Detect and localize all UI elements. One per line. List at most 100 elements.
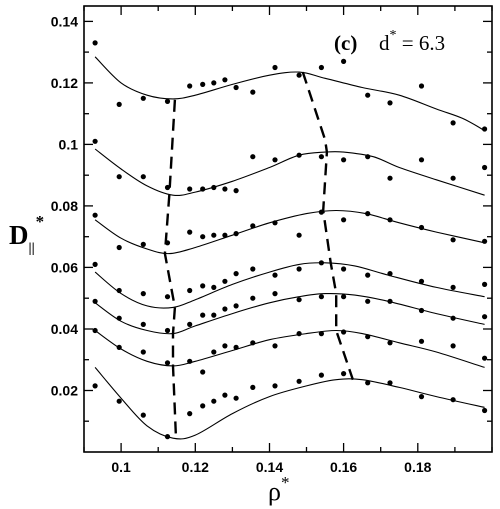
data-point-s3-9 [233,231,239,237]
data-point-s4-4 [164,294,171,300]
data-point-s4-3 [140,291,146,297]
data-point-s6-16 [387,340,393,346]
data-point-s6-4 [164,360,171,366]
data-point-s3-18 [450,237,456,243]
data-point-s3-5 [187,229,193,235]
dashed-guide-2 [301,71,355,381]
data-point-s7-6 [200,403,206,409]
data-point-s1-14 [341,58,347,64]
panel-label: (c) [334,31,357,55]
data-point-s4-1 [92,261,98,267]
data-point-s2-8 [222,186,228,192]
parameter-sup: * [390,28,397,43]
data-point-s1-9 [233,84,239,91]
data-point-s2-6 [200,186,206,192]
data-point-s7-1 [92,383,98,389]
data-point-s1-12 [296,72,302,78]
parameter-label: d* = 6.3 [379,28,445,55]
data-point-s7-12 [296,378,302,384]
data-point-s6-6 [200,369,206,375]
data-point-s2-9 [233,188,239,194]
x-tick-label: 0.12 [182,459,209,475]
data-point-s2-2 [116,174,122,180]
fit-curve-3 [94,209,485,255]
data-point-s4-19 [482,281,488,287]
data-point-s4-7 [211,284,217,290]
x-axis-label-base: ρ [268,477,281,506]
data-point-s4-12 [296,266,302,272]
data-point-s4-8 [222,278,228,284]
data-point-s1-15 [365,92,371,98]
data-point-s6-1 [92,327,98,334]
x-tick-label: 0.18 [404,459,431,475]
data-point-s3-1 [92,212,98,218]
data-point-s7-10 [250,384,256,390]
y-axis-label-base: D [9,220,29,250]
data-point-s7-17 [418,394,425,400]
data-point-s3-17 [418,224,425,231]
data-point-s6-12 [296,331,302,337]
y-axis-label-sub: || [29,241,35,256]
data-point-s3-7 [211,232,217,238]
data-point-s3-14 [341,217,347,223]
fit-curve-1 [94,56,485,132]
data-point-s6-18 [450,343,456,349]
plot-frame [83,5,493,453]
y-tick-label: 0.12 [51,75,78,91]
data-point-s1-10 [250,89,256,95]
data-point-s4-5 [187,287,193,294]
y-axis-label-sup: * [36,212,45,231]
data-point-s5-11 [272,291,278,297]
data-point-s5-6 [200,312,206,318]
data-point-s3-10 [250,223,256,229]
data-point-s3-19 [482,238,488,244]
data-point-s3-2 [116,244,122,251]
data-point-s4-16 [387,271,393,277]
data-point-s5-16 [387,298,393,304]
data-point-s4-15 [365,272,371,278]
data-point-s7-7 [211,398,217,404]
data-point-s6-9 [233,344,239,350]
axis-ticks: 0.1 0.12 0.14 0.16 0.18 0.02 0.04 0.06 0.08 0.1 0.… [51,6,493,475]
data-point-s5-10 [250,295,256,301]
data-point-s6-10 [250,340,256,346]
data-point-s1-17 [418,83,425,89]
data-point-s5-18 [450,315,456,321]
data-point-s4-6 [200,283,206,289]
x-tick-label: 0.16 [330,459,357,475]
y-tick-label: 0.02 [51,383,78,399]
data-point-s2-19 [482,164,488,171]
x-axis-label-sup: * [281,473,290,492]
data-point-s2-11 [272,157,278,163]
data-point-s2-10 [250,154,256,160]
data-point-s6-15 [365,334,371,340]
data-point-s5-15 [365,298,371,304]
data-point-s7-19 [482,407,488,414]
data-point-s5-14 [341,294,347,300]
data-point-s6-3 [140,349,146,355]
data-point-s6-5 [187,358,193,364]
data-point-s2-7 [211,184,217,191]
parameter-value: = 6.3 [397,31,446,55]
data-point-s5-12 [296,297,302,303]
fit-curve-7 [94,367,485,440]
data-point-s1-6 [200,81,206,87]
data-point-s5-19 [482,314,488,320]
y-tick-label: 0.06 [51,259,78,275]
data-point-s2-18 [450,175,456,181]
data-point-s4-17 [418,278,425,284]
data-point-s2-12 [296,152,302,158]
data-point-s5-13 [318,294,324,300]
fit-curve-5 [94,292,485,335]
data-point-s2-1 [92,138,98,144]
data-point-s3-16 [387,217,393,223]
data-point-s4-9 [233,271,239,277]
data-point-s2-5 [187,186,193,192]
data-point-s7-5 [187,411,193,417]
data-point-s1-1 [92,40,98,46]
data-point-s1-5 [187,83,193,89]
data-point-s1-7 [211,80,217,86]
data-point-s4-11 [272,272,278,278]
y-tick-label: 0.08 [51,198,78,214]
